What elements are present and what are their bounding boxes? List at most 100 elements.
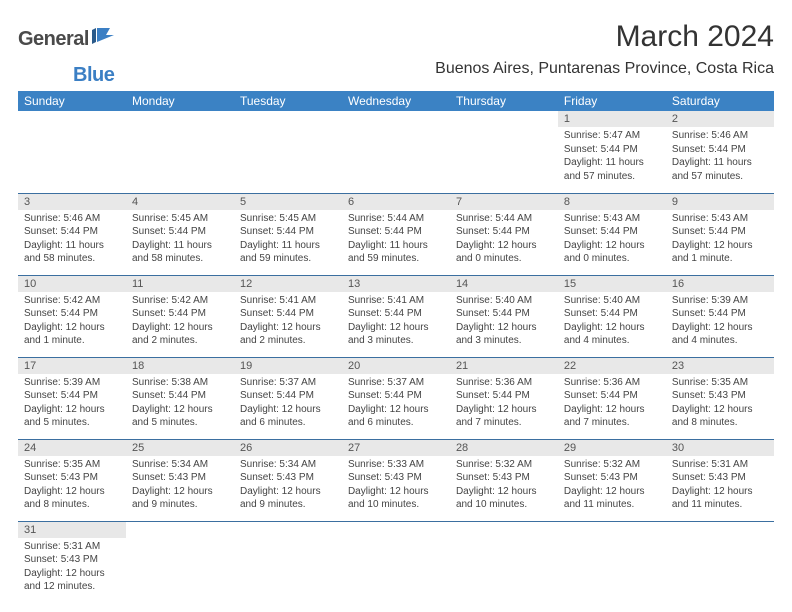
day-cell: 6Sunrise: 5:44 AMSunset: 5:44 PMDaylight… <box>342 193 450 275</box>
sunset-line: Sunset: 5:43 PM <box>240 471 336 485</box>
day-content: Sunrise: 5:36 AMSunset: 5:44 PMDaylight:… <box>558 374 666 434</box>
day-number: 9 <box>666 194 774 210</box>
day-content: Sunrise: 5:36 AMSunset: 5:44 PMDaylight:… <box>450 374 558 434</box>
day-number: 12 <box>234 276 342 292</box>
day-cell: 10 Sunrise: 5:42 AMSunset: 5:44 PMDayligh… <box>18 275 126 357</box>
day-number: 6 <box>342 194 450 210</box>
sunrise-line: Sunrise: 5:42 AM <box>24 294 120 308</box>
day-number: 19 <box>234 358 342 374</box>
header-right: March 2024 Buenos Aires, Puntarenas Prov… <box>435 20 774 84</box>
day-number: 28 <box>450 440 558 456</box>
sunset-line: Sunset: 5:44 PM <box>132 389 228 403</box>
day-number: 10 <box>18 276 126 292</box>
sunrise-line: Sunrise: 5:36 AM <box>456 376 552 390</box>
sunset-line: Sunset: 5:44 PM <box>24 307 120 321</box>
calendar-row: 10Sunrise: 5:42 AMSunset: 5:44 PMDayligh… <box>18 275 774 357</box>
day-number: 23 <box>666 358 774 374</box>
day-content: Sunrise: 5:43 AMSunset: 5:44 PMDaylight:… <box>558 210 666 270</box>
sunrise-line: Sunrise: 5:34 AM <box>132 458 228 472</box>
day-cell: 20Sunrise: 5:37 AMSunset: 5:44 PMDayligh… <box>342 357 450 439</box>
day-content: Sunrise: 5:39 AMSunset: 5:44 PMDaylight:… <box>666 292 774 352</box>
day-number: 20 <box>342 358 450 374</box>
empty-cell <box>666 521 774 603</box>
day-cell: 27Sunrise: 5:33 AMSunset: 5:43 PMDayligh… <box>342 439 450 521</box>
day-content: Sunrise: 5:43 AMSunset: 5:44 PMDaylight:… <box>666 210 774 270</box>
day-content: Sunrise: 5:40 AMSunset: 5:44 PMDaylight:… <box>450 292 558 352</box>
day-number: 27 <box>342 440 450 456</box>
day-cell: 30Sunrise: 5:31 AMSunset: 5:43 PMDayligh… <box>666 439 774 521</box>
daylight-line: Daylight: 12 hours and 1 minute. <box>24 321 120 348</box>
daylight-line: Daylight: 12 hours and 8 minutes. <box>24 485 120 512</box>
day-number: 25 <box>126 440 234 456</box>
daylight-line: Daylight: 11 hours and 58 minutes. <box>132 239 228 266</box>
sunrise-line: Sunrise: 5:38 AM <box>132 376 228 390</box>
day-cell: 15Sunrise: 5:40 AMSunset: 5:44 PMDayligh… <box>558 275 666 357</box>
day-content: Sunrise: 5:37 AMSunset: 5:44 PMDaylight:… <box>342 374 450 434</box>
sunset-line: Sunset: 5:43 PM <box>672 389 768 403</box>
day-number: 2 <box>666 111 774 127</box>
day-number: 13 <box>342 276 450 292</box>
day-content: Sunrise: 5:46 AMSunset: 5:44 PMDaylight:… <box>666 127 774 187</box>
day-content: Sunrise: 5:33 AMSunset: 5:43 PMDaylight:… <box>342 456 450 516</box>
sunset-line: Sunset: 5:44 PM <box>348 389 444 403</box>
daylight-line: Daylight: 12 hours and 6 minutes. <box>240 403 336 430</box>
day-cell: 14Sunrise: 5:40 AMSunset: 5:44 PMDayligh… <box>450 275 558 357</box>
sunset-line: Sunset: 5:44 PM <box>672 225 768 239</box>
sunrise-line: Sunrise: 5:45 AM <box>240 212 336 226</box>
day-cell: 31Sunrise: 5:31 AMSunset: 5:43 PMDayligh… <box>18 521 126 603</box>
day-cell: 5Sunrise: 5:45 AMSunset: 5:44 PMDaylight… <box>234 193 342 275</box>
calendar-table: SundayMondayTuesdayWednesdayThursdayFrid… <box>18 91 774 603</box>
daylight-line: Daylight: 12 hours and 4 minutes. <box>564 321 660 348</box>
day-cell: 22Sunrise: 5:36 AMSunset: 5:44 PMDayligh… <box>558 357 666 439</box>
day-cell: 9Sunrise: 5:43 AMSunset: 5:44 PMDaylight… <box>666 193 774 275</box>
weekday-header: Sunday <box>18 91 126 111</box>
day-cell: 11Sunrise: 5:42 AMSunset: 5:44 PMDayligh… <box>126 275 234 357</box>
day-content: Sunrise: 5:32 AMSunset: 5:43 PMDaylight:… <box>558 456 666 516</box>
weekday-header: Saturday <box>666 91 774 111</box>
daylight-line: Daylight: 12 hours and 0 minutes. <box>456 239 552 266</box>
sunrise-line: Sunrise: 5:36 AM <box>564 376 660 390</box>
calendar-body: 1Sunrise: 5:47 AMSunset: 5:44 PMDaylight… <box>18 111 774 603</box>
empty-cell <box>450 111 558 193</box>
sunset-line: Sunset: 5:43 PM <box>24 471 120 485</box>
day-content: Sunrise: 5:47 AMSunset: 5:44 PMDaylight:… <box>558 127 666 187</box>
day-cell: 7Sunrise: 5:44 AMSunset: 5:44 PMDaylight… <box>450 193 558 275</box>
logo-text-blue: Blue <box>73 64 114 86</box>
sunrise-line: Sunrise: 5:46 AM <box>24 212 120 226</box>
sunrise-line: Sunrise: 5:43 AM <box>672 212 768 226</box>
logo-text-general: General <box>18 28 89 51</box>
sunset-line: Sunset: 5:43 PM <box>24 553 120 567</box>
empty-cell <box>126 521 234 603</box>
day-number: 1 <box>558 111 666 127</box>
day-cell: 26Sunrise: 5:34 AMSunset: 5:43 PMDayligh… <box>234 439 342 521</box>
day-number: 29 <box>558 440 666 456</box>
daylight-line: Daylight: 11 hours and 58 minutes. <box>24 239 120 266</box>
daylight-line: Daylight: 12 hours and 8 minutes. <box>672 403 768 430</box>
day-cell: 13Sunrise: 5:41 AMSunset: 5:44 PMDayligh… <box>342 275 450 357</box>
daylight-line: Daylight: 12 hours and 7 minutes. <box>456 403 552 430</box>
day-number: 4 <box>126 194 234 210</box>
daylight-line: Daylight: 12 hours and 7 minutes. <box>564 403 660 430</box>
day-number: 3 <box>18 194 126 210</box>
calendar-row: 31Sunrise: 5:31 AMSunset: 5:43 PMDayligh… <box>18 521 774 603</box>
sunrise-line: Sunrise: 5:37 AM <box>348 376 444 390</box>
day-cell: 16Sunrise: 5:39 AMSunset: 5:44 PMDayligh… <box>666 275 774 357</box>
sunrise-line: Sunrise: 5:44 AM <box>456 212 552 226</box>
day-cell: 17Sunrise: 5:39 AMSunset: 5:44 PMDayligh… <box>18 357 126 439</box>
sunrise-line: Sunrise: 5:37 AM <box>240 376 336 390</box>
sunset-line: Sunset: 5:44 PM <box>672 307 768 321</box>
sunrise-line: Sunrise: 5:45 AM <box>132 212 228 226</box>
day-number: 30 <box>666 440 774 456</box>
day-content: Sunrise: 5:42 AMSunset: 5:44 PMDaylight:… <box>126 292 234 352</box>
sunset-line: Sunset: 5:44 PM <box>456 225 552 239</box>
day-number: 7 <box>450 194 558 210</box>
sunrise-line: Sunrise: 5:46 AM <box>672 129 768 143</box>
day-cell: 25Sunrise: 5:34 AMSunset: 5:43 PMDayligh… <box>126 439 234 521</box>
daylight-line: Daylight: 12 hours and 11 minutes. <box>564 485 660 512</box>
daylight-line: Daylight: 12 hours and 5 minutes. <box>24 403 120 430</box>
sunrise-line: Sunrise: 5:41 AM <box>348 294 444 308</box>
day-content: Sunrise: 5:46 AMSunset: 5:44 PMDaylight:… <box>18 210 126 270</box>
sunset-line: Sunset: 5:44 PM <box>24 225 120 239</box>
day-content: Sunrise: 5:44 AMSunset: 5:44 PMDaylight:… <box>450 210 558 270</box>
day-number: 14 <box>450 276 558 292</box>
